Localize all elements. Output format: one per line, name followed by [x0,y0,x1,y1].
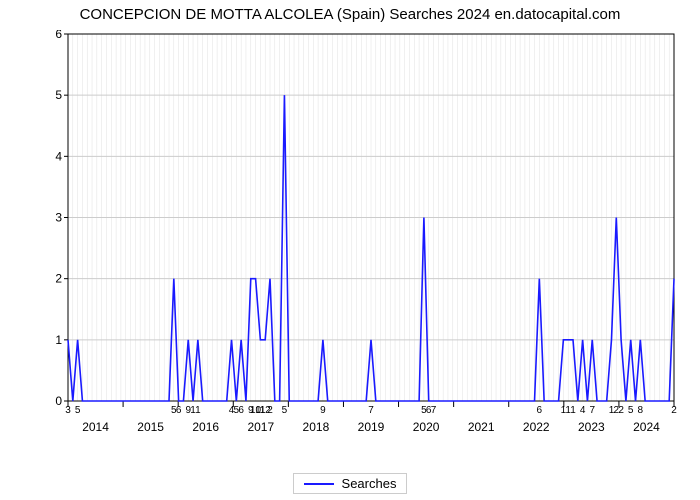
legend: Searches [0,473,700,495]
plot-area: 0 1 2 3 4 5 6 2014 2015 2016 2017 2018 2019 2020 2021 2… [50,30,680,435]
svg-text:7: 7 [368,405,374,416]
svg-text:5: 5 [55,88,62,102]
svg-text:6: 6 [176,405,182,416]
svg-text:2: 2 [267,405,273,416]
svg-text:2016: 2016 [192,420,219,434]
svg-text:3: 3 [65,405,71,416]
svg-text:6: 6 [238,405,244,416]
svg-text:4: 4 [55,149,62,163]
legend-label: Searches [342,476,397,491]
svg-text:1: 1 [55,333,62,347]
svg-text:2021: 2021 [468,420,495,434]
svg-text:0: 0 [55,394,62,408]
svg-text:1: 1 [195,405,201,416]
svg-text:2017: 2017 [247,420,274,434]
svg-text:6: 6 [537,405,543,416]
svg-text:2014: 2014 [82,420,109,434]
svg-text:2022: 2022 [523,420,550,434]
svg-text:2019: 2019 [358,420,385,434]
svg-text:8: 8 [638,405,644,416]
svg-text:6: 6 [55,30,62,41]
svg-text:5: 5 [75,405,81,416]
svg-text:7: 7 [431,405,437,416]
svg-text:1: 1 [570,405,576,416]
svg-text:2015: 2015 [137,420,164,434]
svg-text:2: 2 [618,405,624,416]
svg-text:2024: 2024 [633,420,660,434]
svg-text:5: 5 [282,405,288,416]
svg-text:2018: 2018 [303,420,330,434]
chart-title: CONCEPCION DE MOTTA ALCOLEA (Spain) Sear… [0,6,700,23]
svg-text:2: 2 [55,272,62,286]
svg-text:7: 7 [589,405,595,416]
svg-text:2: 2 [671,405,677,416]
svg-text:4: 4 [580,405,586,416]
svg-text:2023: 2023 [578,420,605,434]
svg-text:9: 9 [320,405,326,416]
svg-text:3: 3 [55,211,62,225]
legend-swatch [304,483,334,485]
svg-text:2020: 2020 [413,420,440,434]
svg-text:5: 5 [628,405,634,416]
